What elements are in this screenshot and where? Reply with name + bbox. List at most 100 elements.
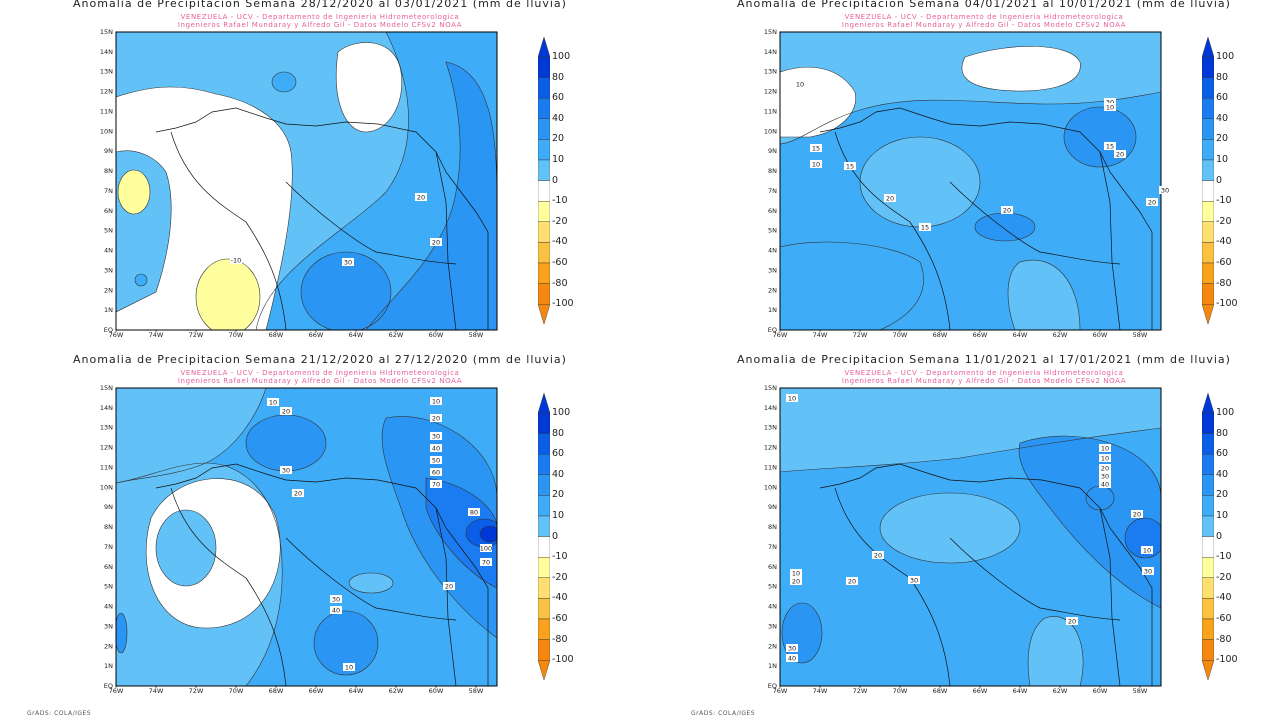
colorbar-segment [538,412,550,434]
coastline [1099,507,1121,686]
contour-line [116,86,293,330]
y-tick-label: 5N [768,227,777,235]
colorbar-label: 0 [552,530,559,542]
colorbar-segment [1202,433,1214,455]
x-tick-label: 64W [349,687,364,695]
colorbar-label: -60 [552,257,568,268]
shaded-region [135,274,147,286]
colorbar-segment [538,139,550,161]
map-title: Anomalia de Precipitacion Semana 04/01/2… [737,0,1231,10]
map-subtitle: Ingenieros Rafael Mundaray y Alfredo Gil… [177,21,463,29]
map-title: Anomalia de Precipitacion Semana 11/01/2… [737,353,1231,366]
map-plot: 76W 74W 72W 70W 68W 66W 64W 62W 60W 58W EQ 1N 2N 3N 4N… [100,28,498,339]
y-tick-label: 8N [104,167,113,175]
contour-label: 10 [794,80,806,89]
colorbar-segment [1202,118,1214,140]
svg-text:20: 20 [445,583,453,591]
coastline [819,463,1153,686]
colorbar-arrow [538,37,550,58]
colorbar-segment [1202,495,1214,517]
x-tick-label: 74W [149,331,164,339]
y-tick-label: 8N [768,167,777,175]
y-tick-label: 12N [100,444,113,452]
svg-text:20: 20 [432,239,440,247]
colorbar-segment [538,474,550,496]
map-frame [115,31,498,331]
contour-label: 10 [1141,546,1153,555]
contour-label: 15 [844,162,856,171]
colorbar-segment [1202,474,1214,496]
y-tick-label: 6N [768,207,777,215]
svg-text:30: 30 [788,645,796,653]
colorbar-label: -20 [552,571,568,583]
colorbar-segment [1202,515,1214,537]
shaded-region [975,213,1035,241]
map-plot: 76W 74W 72W 70W 68W 66W 64W 62W 60W 58W EQ 1N 2N 3N 4N… [764,384,1162,695]
y-tick-label: 13N [100,68,113,76]
x-tick-label: 70W [229,331,244,339]
y-tick-label: 14N [100,48,113,56]
svg-text:40: 40 [788,655,796,663]
colorbar-arrow [538,660,550,681]
contour-line [117,169,151,215]
contour-label: 40 [786,654,798,663]
contour-line [255,32,497,330]
colorbar-label: 40 [552,468,565,480]
contour-line [479,525,497,543]
contour-label: 30 [430,432,442,441]
y-tick-label: 10N [100,483,113,491]
colorbar-segment [1202,242,1214,264]
contour-line [300,251,392,330]
coastline [819,107,1153,330]
contour-line [780,66,857,138]
colorbar-label: 60 [552,92,565,104]
y-tick-label: 3N [104,266,113,274]
colorbar-label: 80 [1216,427,1229,439]
x-tick-label: 74W [813,687,828,695]
contour-label: 30 [330,595,342,604]
contour-line [381,416,497,639]
colorbar-label: -60 [1216,613,1232,624]
y-tick-label: 6N [104,207,113,215]
contour-label: 20 [1099,464,1111,473]
contour-line [781,602,823,664]
colorbar-segment [538,77,550,99]
colorbar-label: 80 [552,427,565,439]
contour-label: 20 [1146,198,1158,207]
colorbar-label: 10 [1216,510,1229,521]
colorbar-label: 60 [1216,448,1229,460]
colorbar-segment [1202,262,1214,284]
x-tick-label: 70W [229,687,244,695]
svg-text:20: 20 [1148,199,1156,207]
svg-text:20: 20 [417,194,425,202]
svg-text:10: 10 [792,570,800,578]
contour-label: 20 [790,577,802,586]
colorbar-label: -80 [552,633,568,645]
colorbar-segment [538,180,550,202]
y-tick-label: 7N [104,543,113,551]
svg-text:15: 15 [812,145,820,153]
contour-label: 30 [786,644,798,653]
colorbar-segment [538,454,550,476]
y-tick-label: EQ [768,326,777,334]
y-tick-label: 7N [104,187,113,195]
colorbar-segment [538,200,550,222]
x-tick-label: 60W [429,687,444,695]
map-subtitle: Ingenieros Rafael Mundaray y Alfredo Gil… [177,377,463,385]
colorbar-label: 0 [552,174,559,186]
shaded-region [780,388,1161,472]
colorbar-label: 20 [1216,489,1229,501]
colorbar-arrow [538,304,550,325]
svg-text:20: 20 [1068,618,1076,626]
contour-label: 30 [1104,98,1116,107]
y-tick-label: EQ [768,682,777,690]
colorbar-segment [1202,56,1214,78]
y-tick-label: 4N [104,247,113,255]
contour-label: 15 [919,223,931,232]
map-plot: 76W 74W 72W 70W 68W 66W 64W 62W 60W 58W EQ 1N 2N 3N 4N… [764,28,1171,339]
colorbar-segment [1202,412,1214,434]
colorbar-label: -80 [1216,633,1232,645]
colorbar-segment [538,433,550,455]
y-tick-label: 9N [768,503,777,511]
contour-line [195,258,261,330]
